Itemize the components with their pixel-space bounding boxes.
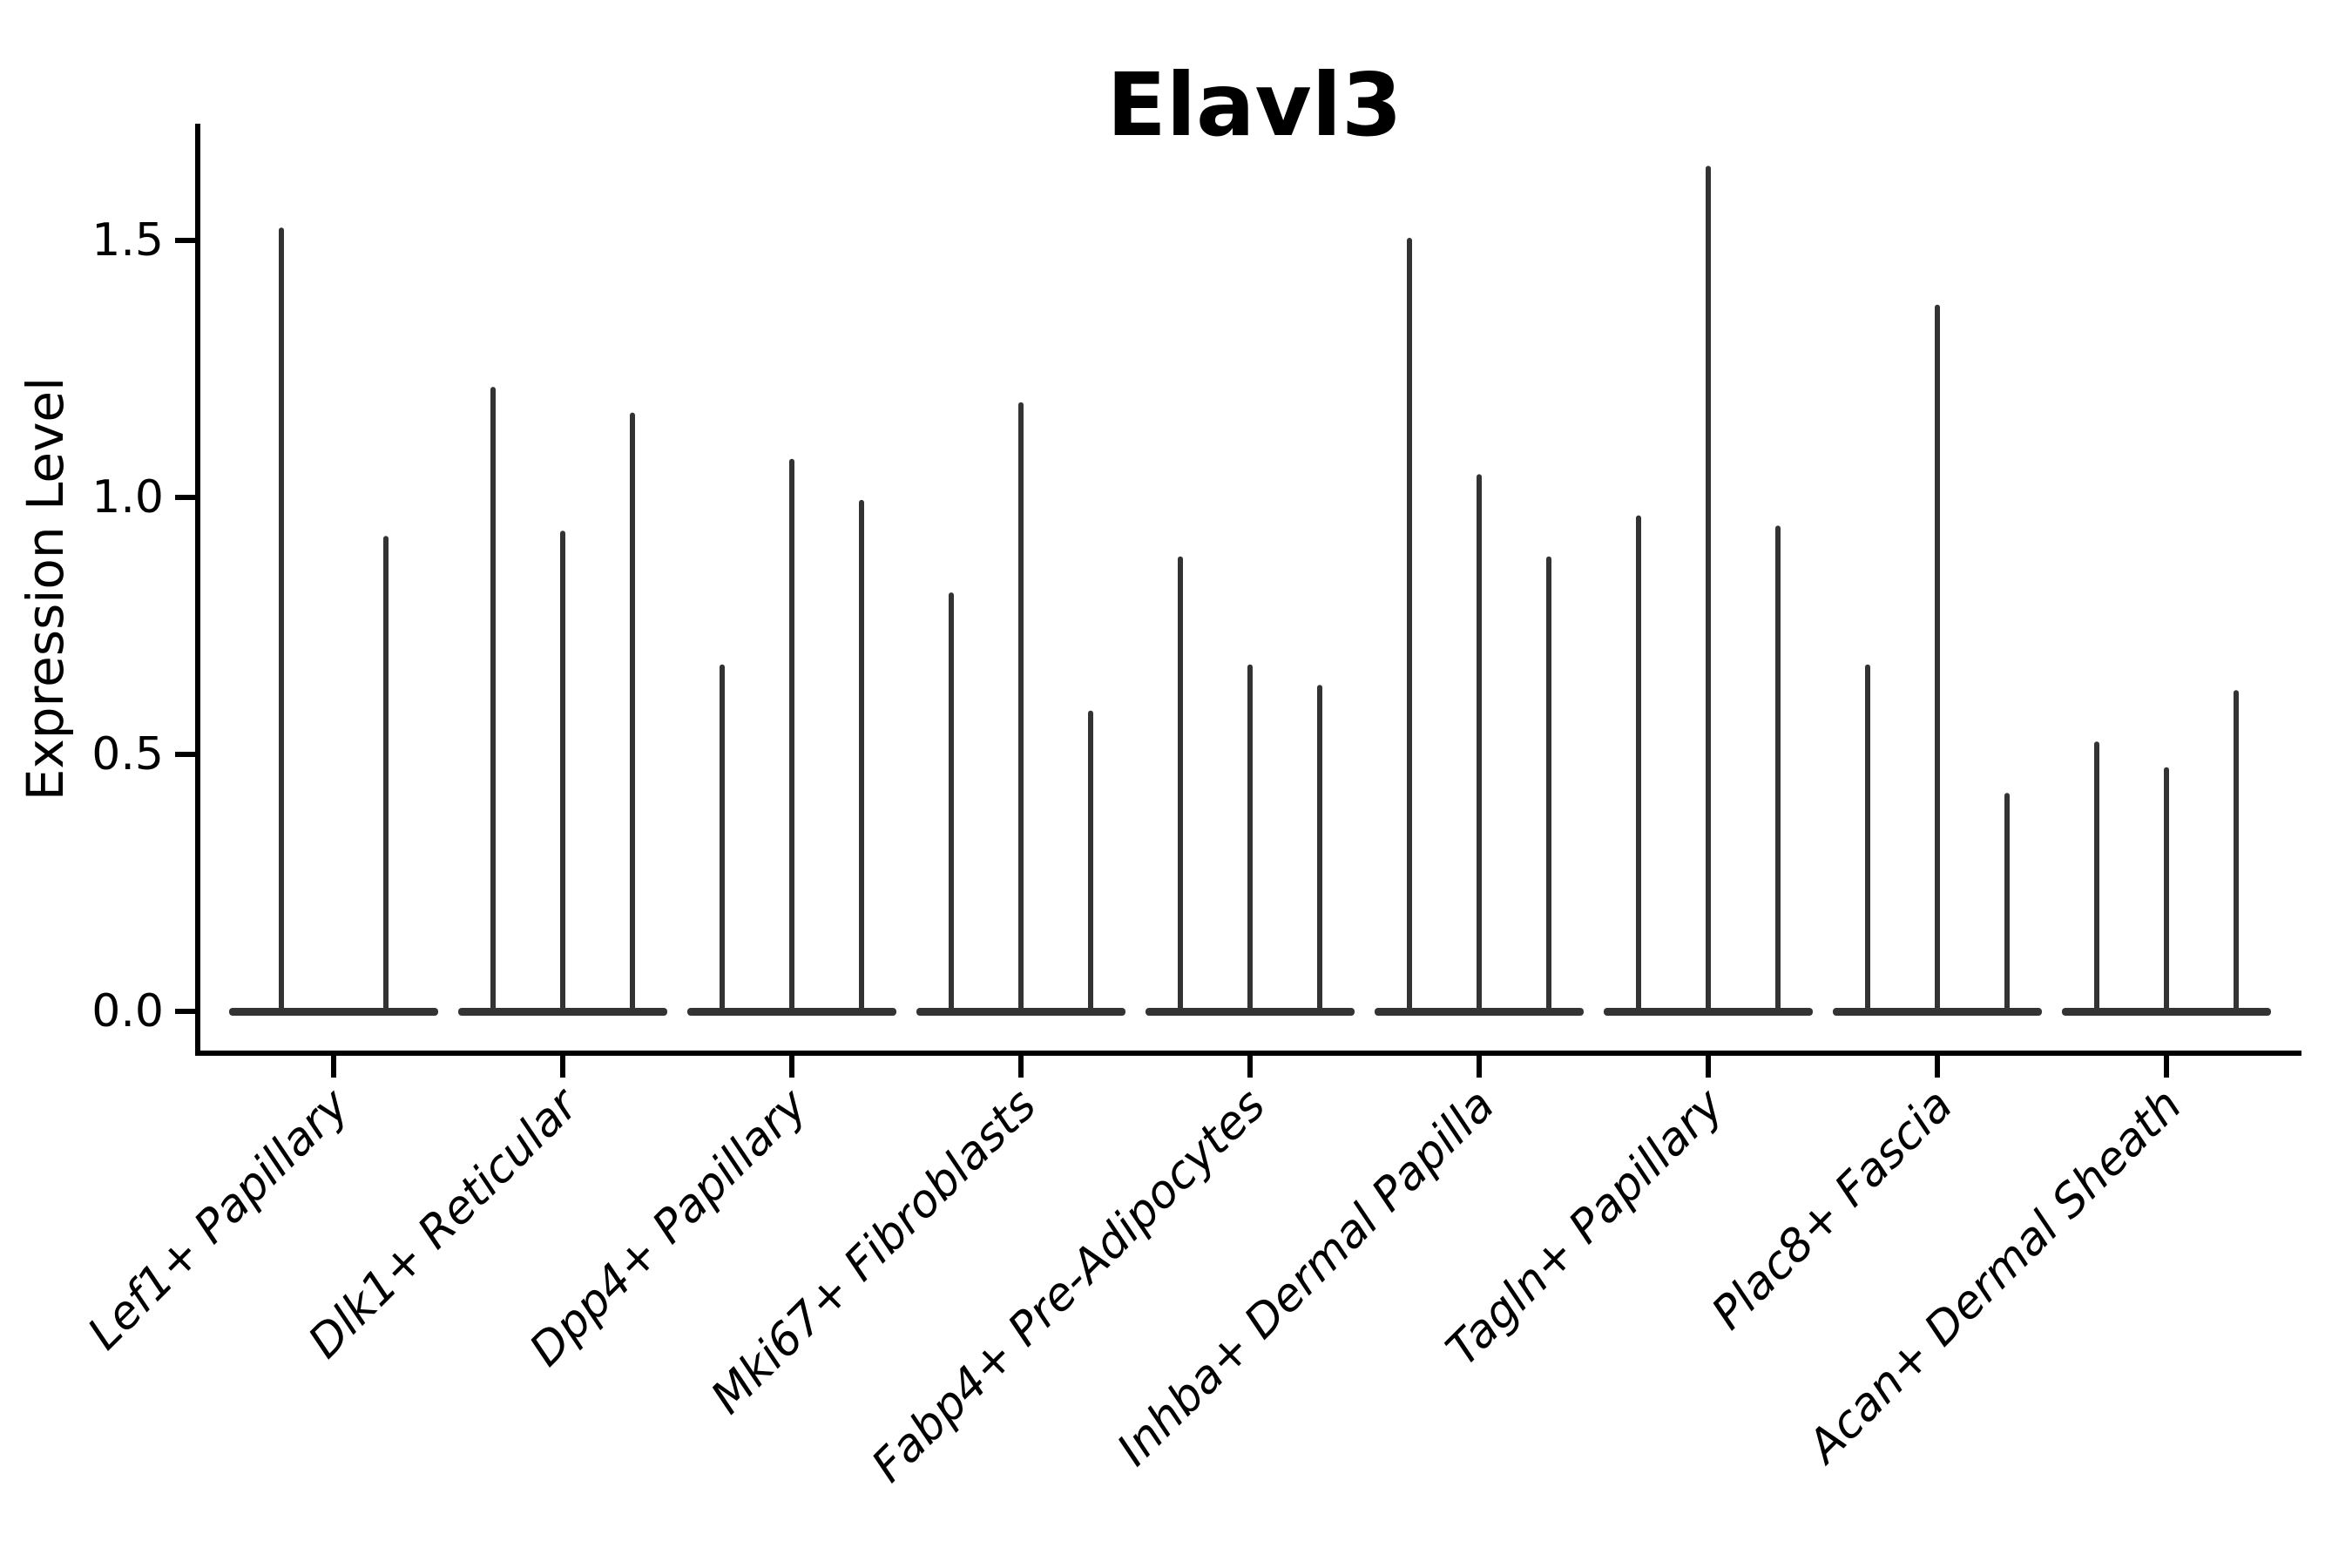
y-tick-label: 1.5 xyxy=(91,214,164,267)
violin-base xyxy=(229,1008,438,1016)
y-tick-label: 0.5 xyxy=(91,728,164,781)
category-label: Acan+ Dermal Sheath xyxy=(1796,1079,2192,1475)
category-label: Plac8+ Fascia xyxy=(1702,1079,1963,1340)
y-axis-label: Expression Level xyxy=(16,377,75,801)
category-label: Inhba+ Dermal Papilla xyxy=(1107,1079,1504,1477)
y-tick-label: 1.0 xyxy=(91,471,164,524)
y-tick-label: 0.0 xyxy=(91,985,164,1037)
category-label: Fabp4+ Pre-Adipocytes xyxy=(862,1079,1276,1493)
chart-title: Elavl3 xyxy=(1106,54,1402,156)
